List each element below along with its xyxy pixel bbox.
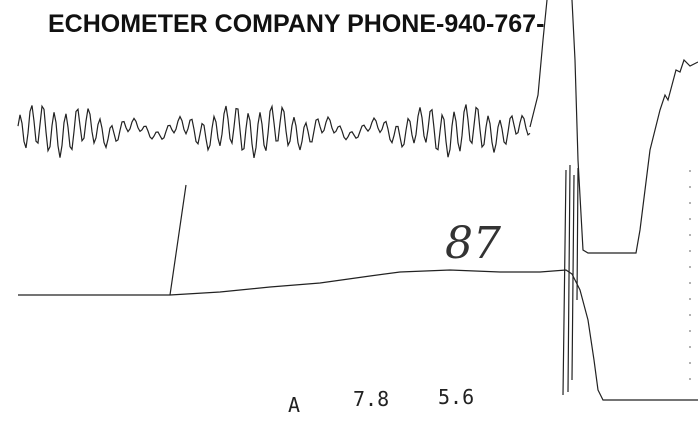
readout-label: A [288, 393, 300, 417]
readout-value: 7.8 [353, 387, 389, 411]
handwritten-note: 87 [445, 218, 501, 269]
header-title: ECHOMETER COMPANY PHONE-940-767- [48, 10, 544, 38]
readout-value: 5.6 [438, 385, 474, 409]
paper [0, 0, 698, 425]
echometer-trace: ECHOMETER COMPANY PHONE-940-767- 87 A 7.… [0, 0, 698, 425]
